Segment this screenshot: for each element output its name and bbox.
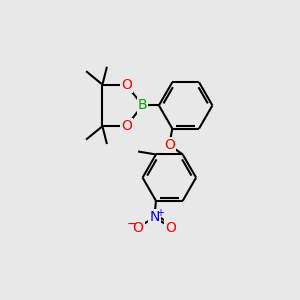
Text: O: O: [165, 220, 176, 235]
Text: O: O: [164, 138, 175, 152]
Text: −: −: [126, 218, 137, 231]
Text: +: +: [156, 208, 164, 218]
Text: O: O: [121, 78, 132, 92]
Text: N: N: [149, 210, 160, 224]
Text: B: B: [138, 98, 147, 112]
Text: O: O: [133, 220, 143, 235]
Text: O: O: [121, 119, 132, 133]
